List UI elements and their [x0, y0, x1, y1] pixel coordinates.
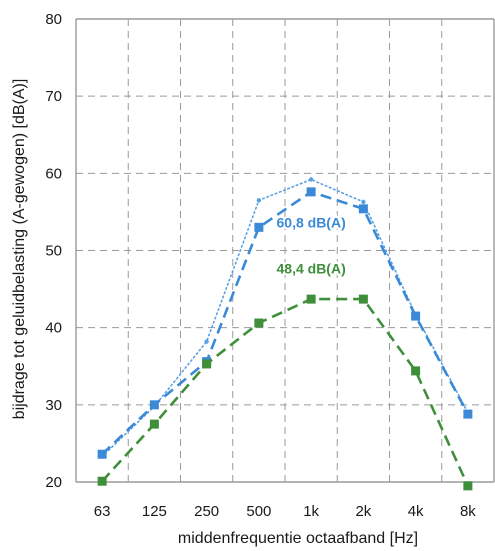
y-tick-label: 70: [45, 88, 62, 105]
y-tick-label: 60: [45, 165, 62, 182]
series-line-green_dashed: [101, 297, 470, 487]
y-tick-label: 80: [45, 11, 62, 28]
data-point: [149, 419, 159, 429]
x-tick-label: 125: [142, 503, 167, 520]
grid-lines: [75, 18, 495, 483]
x-tick-label: 8k: [460, 503, 476, 520]
data-point: [202, 359, 212, 369]
data-point: [463, 481, 473, 491]
data-point: [256, 198, 262, 203]
data-point: [358, 204, 368, 214]
data-point: [411, 366, 421, 376]
series-annotation: 48,4 dB(A): [277, 261, 346, 277]
x-tick-label: 4k: [408, 503, 424, 520]
x-tick-label: 500: [246, 503, 271, 520]
x-tick-label: 250: [194, 503, 219, 520]
y-tick-label: 50: [45, 243, 62, 260]
series-line-blue_dashed: [101, 190, 470, 456]
series-layer: [97, 177, 473, 491]
data-point: [306, 187, 316, 197]
y-tick-label: 40: [45, 320, 62, 337]
x-tick-label: 2k: [355, 503, 371, 520]
data-point: [254, 318, 264, 328]
series-annotation: 60,8 dB(A): [277, 214, 346, 230]
x-tick-label: 1k: [303, 503, 319, 520]
data-point: [411, 311, 421, 321]
data-point: [97, 476, 107, 486]
data-point: [358, 294, 368, 304]
y-tick-label: 20: [45, 474, 62, 491]
data-point: [308, 177, 314, 182]
data-point: [97, 449, 107, 459]
data-point: [361, 199, 366, 205]
x-tick-label: 63: [94, 503, 111, 520]
data-point: [254, 222, 264, 232]
x-tick-labels: 63 125 250 500 1k 2k 4k 8k: [94, 503, 477, 520]
y-axis-title: bijdrage tot geluidbelasting (A-gewogen)…: [11, 79, 28, 420]
data-point: [149, 400, 159, 410]
annotation-layer: 60,8 dB(A) 48,4 dB(A): [275, 212, 348, 278]
data-point: [463, 409, 473, 419]
y-tick-label: 30: [45, 397, 62, 414]
data-point: [204, 339, 209, 344]
x-axis-title: middenfrequentie octaafband [Hz]: [178, 530, 418, 547]
y-tick-labels: 20 30 40 50 60 70 80: [45, 11, 62, 491]
data-point: [306, 294, 316, 304]
